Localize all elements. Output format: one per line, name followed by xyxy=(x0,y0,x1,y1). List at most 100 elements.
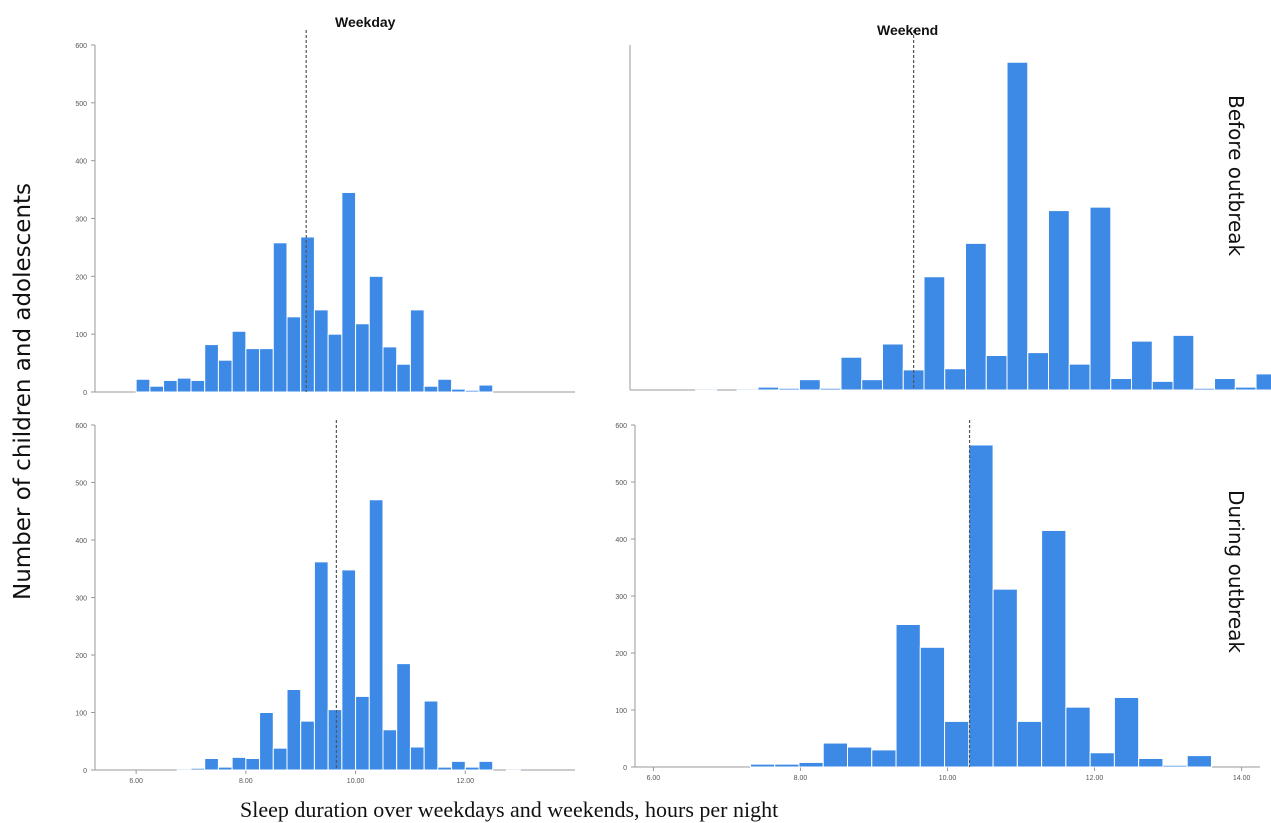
y-tick-label: 100 xyxy=(75,332,87,339)
x-tick-label: 10.00 xyxy=(939,775,957,782)
histogram-bar xyxy=(1016,720,1043,768)
y-axis-label: Number of children and adolescents xyxy=(10,182,36,600)
col-title-weekend: Weekend xyxy=(877,22,939,38)
histogram-bar xyxy=(231,330,247,393)
histogram-bar xyxy=(327,333,343,393)
histogram-bar xyxy=(409,309,425,393)
histogram-bar xyxy=(778,387,800,391)
y-tick-label: 600 xyxy=(615,423,627,430)
histogram-bar xyxy=(163,379,178,393)
y-tick-label: 400 xyxy=(615,537,627,544)
histogram-bar xyxy=(822,742,848,768)
y-tick-label: 0 xyxy=(83,768,87,775)
histogram-bar xyxy=(464,389,480,393)
x-tick-label: 8.00 xyxy=(239,778,253,785)
x-axis-label: Sleep duration over weekdays and weekend… xyxy=(240,797,779,822)
histogram-bar xyxy=(985,355,1008,391)
y-tick-label: 200 xyxy=(75,274,87,281)
histogram-bar xyxy=(149,385,165,393)
y-tick-label: 200 xyxy=(615,651,627,658)
histogram-bar xyxy=(1065,706,1091,768)
histogram-bar xyxy=(1214,378,1236,391)
histogram-bar xyxy=(840,356,863,391)
histogram-bar xyxy=(968,444,994,768)
histogram-bar xyxy=(505,768,521,771)
histogram-bar xyxy=(1041,529,1067,768)
row-label-before: Before outbreak xyxy=(1224,95,1248,257)
y-tick-label: 200 xyxy=(75,653,87,660)
histogram-bar xyxy=(1131,340,1153,391)
x-tick-label: 10.00 xyxy=(347,778,365,785)
histogram-bar xyxy=(965,242,987,391)
y-tick-label: 0 xyxy=(83,390,87,397)
histogram-bar xyxy=(368,499,384,771)
histogram-bar xyxy=(259,712,274,771)
histogram-bar xyxy=(1089,206,1112,391)
histogram-bar xyxy=(919,646,946,768)
histogram-bar xyxy=(272,747,288,771)
x-tick-label: 8.00 xyxy=(794,775,808,782)
y-tick-label: 100 xyxy=(615,708,627,715)
histogram-bar xyxy=(286,689,302,771)
histogram-bar xyxy=(1048,210,1070,391)
histogram-bar xyxy=(176,768,192,771)
histogram-bar xyxy=(749,763,776,768)
histogram-bar xyxy=(1172,334,1195,391)
histogram-bar xyxy=(300,236,315,393)
histogram-bar xyxy=(847,746,873,768)
histogram-bar xyxy=(1151,380,1174,391)
histogram-bar xyxy=(259,348,274,393)
histogram-bar xyxy=(757,386,780,391)
histogram-bar xyxy=(1255,373,1271,391)
histogram-bar xyxy=(871,749,897,768)
y-tick-label: 0 xyxy=(623,765,627,772)
histogram-bar xyxy=(300,720,315,771)
histogram-bar xyxy=(327,709,343,771)
histogram-bar xyxy=(313,561,329,771)
histogram-bar xyxy=(176,377,192,393)
histogram-bar xyxy=(736,388,759,391)
histogram-bar xyxy=(774,763,800,768)
histogram-bar xyxy=(341,569,357,771)
histogram-bar xyxy=(382,729,398,771)
histogram-bar xyxy=(1113,696,1140,768)
histogram-bar xyxy=(478,384,494,393)
x-tick-label: 6.00 xyxy=(129,778,143,785)
histogram-bar xyxy=(355,695,370,771)
histogram-bar xyxy=(217,766,233,771)
histogram-bar xyxy=(409,746,425,771)
histogram-bar xyxy=(478,760,494,771)
histogram-bar xyxy=(695,388,717,391)
histogram-bar xyxy=(355,323,370,393)
y-tick-label: 600 xyxy=(75,43,87,50)
col-title-weekday: Weekday xyxy=(335,14,396,30)
histogram-bar xyxy=(895,624,921,768)
histogram-bar xyxy=(1089,752,1115,768)
histogram-bar xyxy=(798,379,821,391)
histogram-bar xyxy=(245,758,261,771)
y-tick-label: 500 xyxy=(75,481,87,488)
histogram-bar xyxy=(190,379,206,393)
histogram-bar xyxy=(231,756,247,771)
histogram-bar xyxy=(944,720,970,768)
histogram-bar xyxy=(396,663,411,771)
histogram-bar xyxy=(204,344,219,393)
y-tick-label: 500 xyxy=(75,101,87,108)
histogram-bar xyxy=(1006,61,1029,391)
histogram-bar xyxy=(1138,757,1164,768)
histogram-bar xyxy=(437,766,453,771)
x-tick-label: 14.00 xyxy=(1233,775,1251,782)
histogram-bar xyxy=(944,368,967,391)
histogram-bar xyxy=(368,275,384,393)
histogram-bar xyxy=(1193,387,1216,391)
histogram-bar xyxy=(437,378,453,393)
histogram-bar xyxy=(1027,352,1050,391)
histogram-bar xyxy=(1234,386,1257,391)
y-tick-label: 600 xyxy=(75,423,87,430)
histogram-bar xyxy=(451,760,466,771)
histogram-bar xyxy=(819,387,842,391)
y-tick-label: 300 xyxy=(615,594,627,601)
histogram-bar xyxy=(798,761,824,768)
histogram-bar xyxy=(451,388,466,393)
